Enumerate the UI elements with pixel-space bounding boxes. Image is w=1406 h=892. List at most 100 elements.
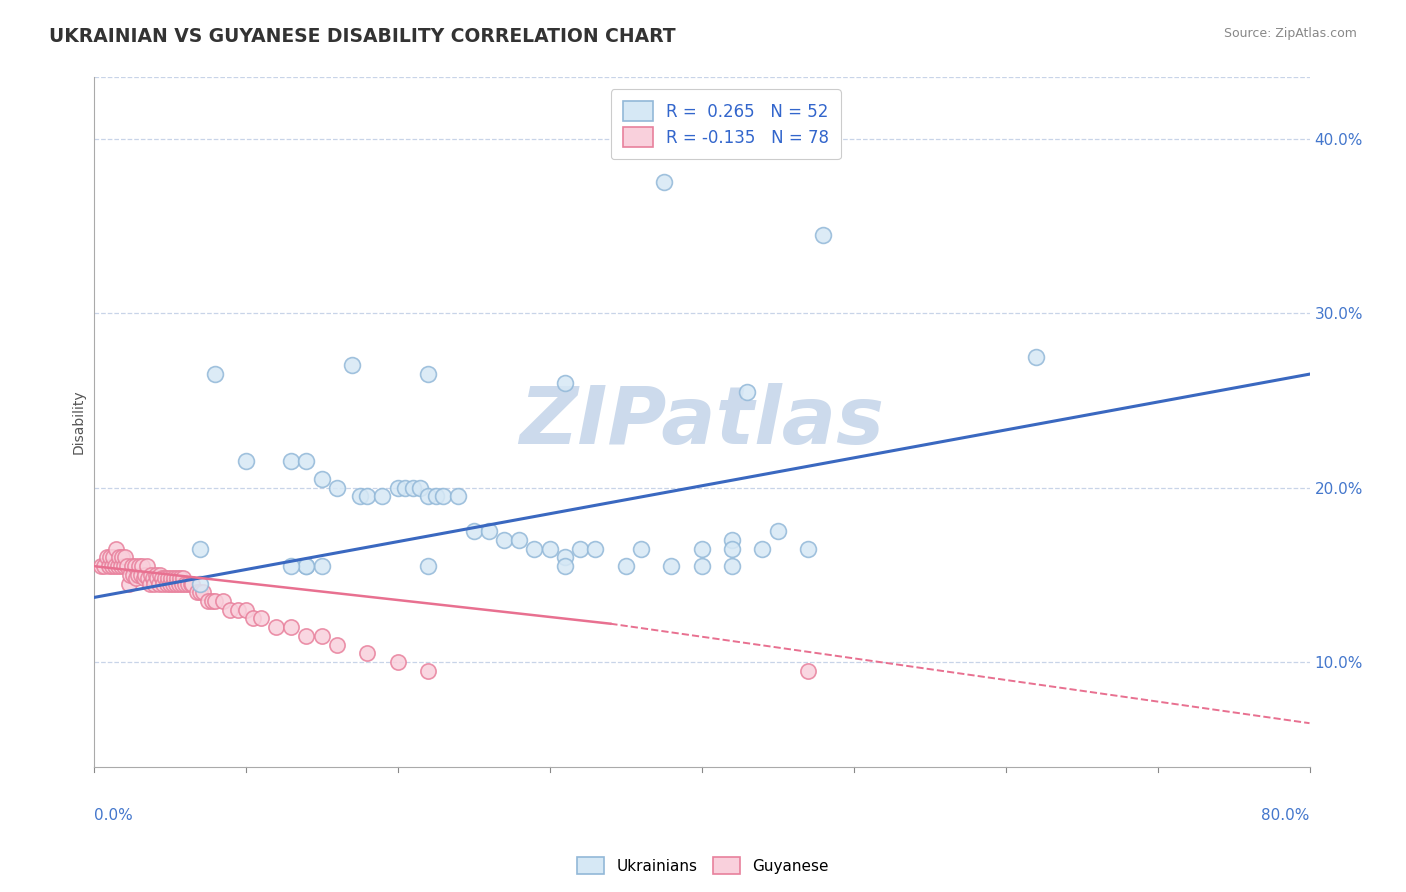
Point — [226, 603, 249, 617]
Point — [811, 227, 834, 242]
Point — [766, 524, 789, 539]
Point — [101, 559, 124, 574]
Point — [104, 559, 127, 574]
Point — [463, 524, 485, 539]
Point — [114, 550, 136, 565]
Point — [136, 571, 159, 585]
Point — [153, 571, 176, 585]
Y-axis label: Disability: Disability — [72, 390, 86, 454]
Point — [349, 489, 371, 503]
Point — [523, 541, 546, 556]
Point — [568, 541, 591, 556]
Legend: Ukrainians, Guyanese: Ukrainians, Guyanese — [571, 851, 835, 880]
Point — [659, 559, 682, 574]
Point — [115, 559, 138, 574]
Point — [118, 567, 141, 582]
Point — [124, 559, 146, 574]
Point — [90, 559, 112, 574]
Point — [103, 550, 125, 565]
Point — [432, 489, 454, 503]
Point — [135, 559, 157, 574]
Point — [132, 571, 155, 585]
Point — [554, 376, 576, 390]
Point — [690, 541, 713, 556]
Point — [145, 567, 167, 582]
Point — [112, 559, 135, 574]
Point — [177, 576, 200, 591]
Point — [721, 533, 744, 547]
Point — [280, 454, 302, 468]
Point — [295, 559, 318, 574]
Point — [235, 603, 257, 617]
Text: Source: ZipAtlas.com: Source: ZipAtlas.com — [1223, 27, 1357, 40]
Point — [165, 576, 187, 591]
Point — [155, 576, 177, 591]
Point — [204, 594, 226, 608]
Point — [478, 524, 501, 539]
Text: 0.0%: 0.0% — [94, 808, 132, 823]
Point — [166, 571, 188, 585]
Point — [201, 594, 224, 608]
Point — [134, 567, 156, 582]
Point — [614, 559, 637, 574]
Point — [387, 655, 409, 669]
Point — [167, 576, 190, 591]
Point — [204, 367, 226, 381]
Point — [356, 489, 378, 503]
Point — [797, 541, 820, 556]
Point — [295, 629, 318, 643]
Point — [163, 571, 186, 585]
Point — [152, 576, 174, 591]
Point — [311, 629, 333, 643]
Point — [162, 576, 184, 591]
Point — [111, 550, 134, 565]
Point — [1025, 350, 1047, 364]
Point — [122, 567, 145, 582]
Point — [630, 541, 652, 556]
Point — [387, 481, 409, 495]
Point — [735, 384, 758, 399]
Point — [148, 576, 170, 591]
Point — [425, 489, 447, 503]
Point — [211, 594, 233, 608]
Point — [180, 576, 202, 591]
Text: 80.0%: 80.0% — [1261, 808, 1309, 823]
Point — [197, 594, 219, 608]
Point — [416, 367, 439, 381]
Point — [492, 533, 515, 547]
Point — [326, 638, 349, 652]
Point — [150, 571, 173, 585]
Point — [311, 472, 333, 486]
Point — [188, 585, 211, 599]
Point — [191, 585, 214, 599]
Point — [107, 559, 129, 574]
Point — [583, 541, 606, 556]
Point — [219, 603, 242, 617]
Point — [402, 481, 425, 495]
Point — [280, 620, 302, 634]
Point — [188, 541, 211, 556]
Point — [128, 559, 150, 574]
Point — [108, 550, 131, 565]
Point — [326, 481, 349, 495]
Point — [340, 359, 363, 373]
Point — [172, 571, 194, 585]
Point — [416, 559, 439, 574]
Point — [149, 567, 172, 582]
Point — [416, 489, 439, 503]
Point — [93, 559, 115, 574]
Point — [169, 571, 191, 585]
Point — [235, 454, 257, 468]
Point — [356, 646, 378, 660]
Point — [242, 611, 264, 625]
Point — [98, 550, 121, 565]
Point — [96, 550, 118, 565]
Point — [311, 559, 333, 574]
Point — [690, 559, 713, 574]
Point — [416, 664, 439, 678]
Point — [447, 489, 470, 503]
Point — [652, 175, 675, 189]
Point — [554, 559, 576, 574]
Point — [409, 481, 432, 495]
Point — [143, 576, 166, 591]
